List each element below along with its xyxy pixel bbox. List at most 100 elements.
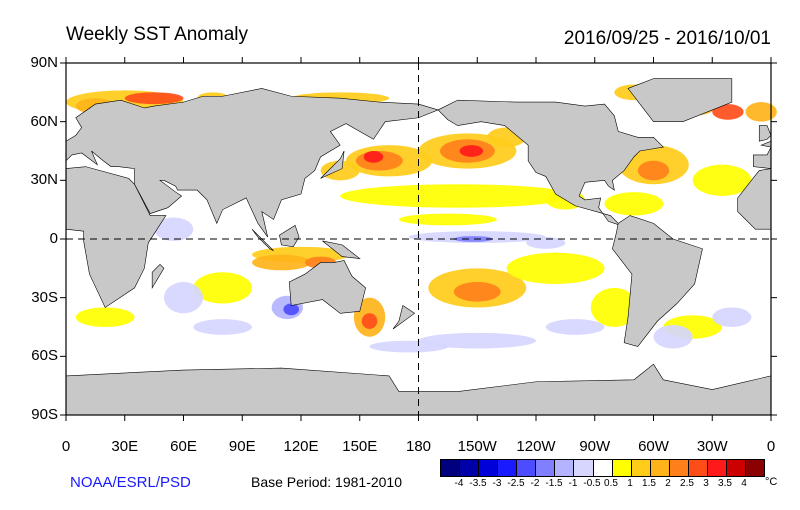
landmass-north-america: [437, 99, 664, 226]
lon-label: 30W: [696, 438, 728, 455]
lon-label: 60W: [638, 438, 669, 455]
lon-label: 150W: [457, 438, 497, 455]
colorbar-label: 3.5: [718, 478, 732, 489]
colorbar-swatch: [593, 460, 613, 476]
lon-label: 180: [405, 438, 432, 455]
colorbar-swatch: [555, 460, 575, 476]
landmass-south-america: [612, 215, 703, 347]
anomaly-region: [398, 213, 497, 226]
anomaly-region: [363, 150, 384, 163]
anomaly-region: [590, 287, 638, 328]
colorbar-swatch: [460, 460, 480, 476]
colorbar-label: -3.5: [469, 478, 487, 489]
lon-label: 60E: [170, 438, 197, 455]
anomaly-region: [75, 307, 135, 328]
lon-label: 90W: [579, 438, 611, 455]
anomaly-region: [745, 102, 777, 122]
colorbar-swatch: [650, 460, 670, 476]
anomaly-region: [653, 325, 693, 349]
colorbar-swatch: [746, 460, 765, 476]
colorbar-label: -3: [492, 478, 502, 489]
colorbar-label: 3: [703, 478, 709, 489]
anomaly-region: [320, 160, 360, 181]
colorbar-swatch: [498, 460, 518, 476]
anomaly-region: [163, 282, 204, 314]
anomaly-region: [604, 192, 664, 216]
colorbar-label: 0.5: [604, 478, 618, 489]
anomaly-region: [637, 160, 670, 181]
landmass-britain: [758, 125, 772, 142]
lat-label: 60N: [30, 112, 58, 130]
anomaly-region: [712, 104, 744, 120]
colorbar-label: 1: [627, 478, 633, 489]
anomaly-region: [283, 303, 300, 316]
anomaly-region: [193, 272, 253, 304]
landmass-madagascar: [151, 263, 165, 289]
anomaly-region: [124, 92, 184, 105]
anomaly-region: [340, 184, 576, 208]
anomaly-region: [193, 319, 253, 335]
credit-label: NOAA/ESRL/PSD: [70, 474, 191, 491]
anomaly-region: [459, 145, 484, 157]
lat-label: 60S: [31, 347, 58, 365]
anomaly-region: [526, 237, 566, 249]
lat-label: 90S: [31, 406, 58, 423]
anomaly-region: [453, 236, 493, 242]
colorbar-swatch: [574, 460, 594, 476]
landmass-eurasia: [65, 88, 439, 238]
colorbar-swatch: [536, 460, 556, 476]
lat-label: 0: [49, 230, 58, 247]
colorbar-label: -2.5: [507, 478, 525, 489]
lat-label: 90N: [30, 54, 58, 71]
lon-label: 0: [766, 438, 776, 455]
colorbar-label: -2: [530, 478, 540, 489]
colorbar-label: -1: [568, 478, 578, 489]
anomaly-region: [369, 340, 448, 353]
anomaly-region: [361, 313, 378, 329]
lon-label: 150E: [342, 438, 378, 455]
colorbar-swatch: [669, 460, 689, 476]
colorbar-label: -1.5: [545, 478, 563, 489]
colorbar-swatch: [612, 460, 632, 476]
landmass-borneo: [279, 224, 300, 248]
colorbar-label: 2: [665, 478, 671, 489]
anomaly-region: [692, 164, 752, 196]
colorbar-label: 2.5: [680, 478, 694, 489]
colorbar-swatch: [726, 460, 746, 476]
anomaly-region: [418, 332, 536, 349]
lon-label: 30E: [111, 438, 139, 455]
lat-label: 30S: [31, 288, 58, 306]
landmass-africa-west: [737, 168, 772, 230]
colorbar-swatch: [631, 460, 651, 476]
landmass-iberia: [753, 140, 772, 169]
lat-label: 30N: [30, 171, 58, 189]
colorbar: [440, 459, 765, 477]
colorbar-swatch: [479, 460, 499, 476]
lon-label: 120W: [516, 438, 556, 455]
anomaly-region: [506, 252, 605, 284]
landmass-new-guinea: [322, 240, 361, 259]
lon-label: 120E: [283, 438, 319, 455]
colorbar-label: -0.5: [583, 478, 601, 489]
figure-title: Weekly SST Anomaly: [66, 24, 248, 45]
landmass-new-zealand: [392, 305, 416, 330]
colorbar-unit: °C: [765, 476, 778, 488]
anomaly-region: [252, 254, 311, 271]
colorbar-swatch: [517, 460, 537, 476]
colorbar-label: -4: [454, 478, 464, 489]
date-range: 2016/09/25 - 2016/10/01: [563, 28, 771, 49]
anomaly-region: [453, 282, 501, 302]
lon-label: 0: [61, 438, 71, 455]
anomaly-region: [545, 319, 605, 335]
colorbar-swatch: [688, 460, 708, 476]
colorbar-label: 4: [741, 478, 747, 489]
colorbar-label: 1.5: [642, 478, 656, 489]
landmass-sumatra: [251, 229, 274, 252]
landmass-australia: [288, 260, 366, 314]
landmass-africa-east: [65, 166, 167, 308]
lon-label: 90E: [228, 438, 256, 455]
landmass-japan: [320, 150, 345, 179]
colorbar-swatch: [441, 460, 461, 476]
